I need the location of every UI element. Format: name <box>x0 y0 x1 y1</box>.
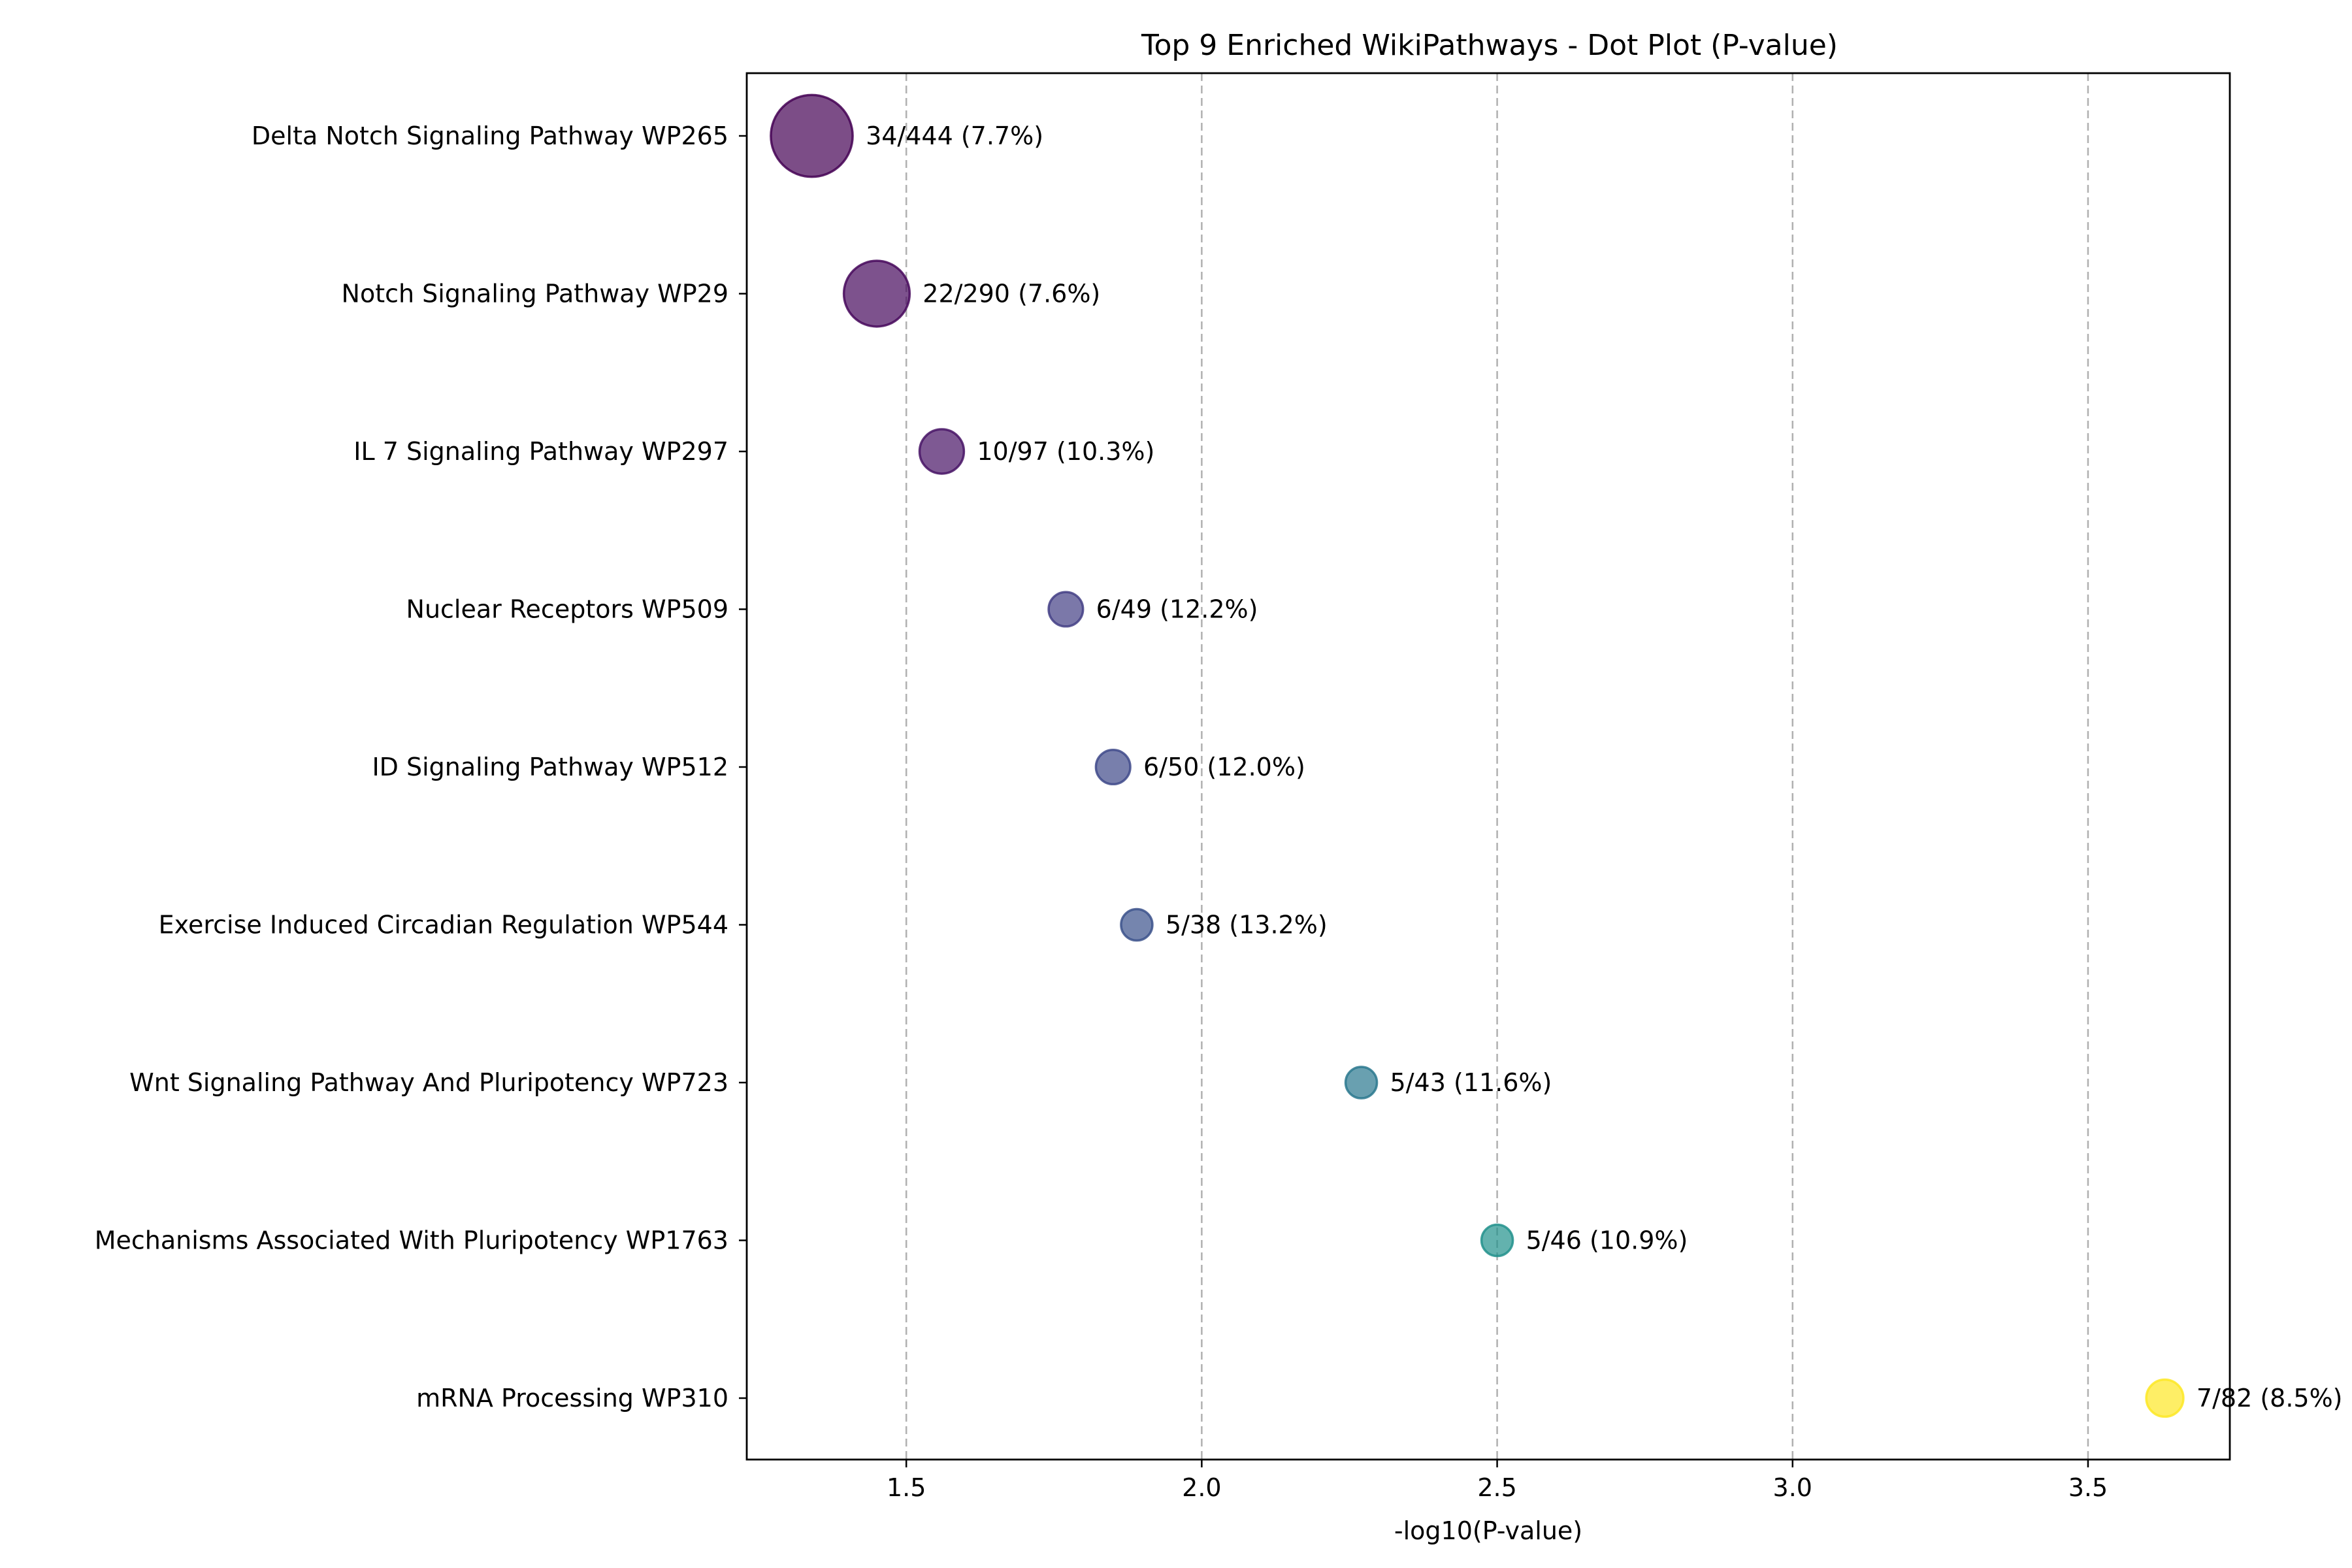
x-tick-label: 3.0 <box>1773 1473 1812 1502</box>
data-label: 22/290 (7.6%) <box>923 280 1100 308</box>
data-label: 5/43 (11.6%) <box>1390 1068 1552 1097</box>
x-tick-label: 1.5 <box>887 1473 926 1502</box>
y-category-label: Exercise Induced Circadian Regulation WP… <box>159 911 728 939</box>
x-axis-label: -log10(P-value) <box>1394 1516 1582 1545</box>
x-axis-ticks: 1.5 2.0 2.5 3.0 3.5 <box>887 1460 2108 1502</box>
data-label: 5/46 (10.9%) <box>1526 1226 1688 1255</box>
data-point <box>1480 1223 1514 1258</box>
data-label: 34/444 (7.7%) <box>866 122 1043 150</box>
y-axis-categories: Delta Notch Signaling Pathway WP265 Notch… <box>95 122 747 1413</box>
data-point <box>1094 748 1132 786</box>
data-point <box>918 428 966 475</box>
y-category-label: mRNA Processing WP310 <box>416 1384 728 1413</box>
y-category-label: Mechanisms Associated With Pluripotency … <box>95 1226 728 1255</box>
data-label: 7/82 (8.5%) <box>2197 1384 2343 1413</box>
x-tick-label: 3.5 <box>2068 1473 2108 1502</box>
data-points <box>770 93 2185 1418</box>
data-point <box>1047 591 1085 628</box>
y-category-label: IL 7 Signaling Pathway WP297 <box>353 437 728 466</box>
data-label: 6/49 (12.2%) <box>1096 595 1258 624</box>
chart-title: Top 9 Enriched WikiPathways - Dot Plot (… <box>1141 29 1838 62</box>
data-label: 5/38 (13.2%) <box>1166 911 1328 939</box>
y-category-label: Notch Signaling Pathway WP29 <box>342 280 728 308</box>
data-point <box>1120 907 1154 942</box>
data-label: 6/50 (12.0%) <box>1143 753 1305 781</box>
data-point <box>770 93 854 178</box>
data-labels: 34/444 (7.7%) 22/290 (7.6%) 10/97 (10.3%) 6… <box>866 122 2342 1413</box>
y-category-label: Delta Notch Signaling Pathway WP265 <box>252 122 728 150</box>
data-point <box>842 259 911 328</box>
data-label: 10/97 (10.3%) <box>977 437 1154 466</box>
data-point <box>1344 1066 1379 1100</box>
y-category-label: Nuclear Receptors WP509 <box>406 595 728 624</box>
data-point <box>2145 1378 2185 1418</box>
y-category-label: ID Signaling Pathway WP512 <box>372 753 728 781</box>
y-category-label: Wnt Signaling Pathway And Pluripotency W… <box>129 1068 728 1097</box>
x-tick-label: 2.0 <box>1182 1473 1221 1502</box>
x-tick-label: 2.5 <box>1477 1473 1516 1502</box>
